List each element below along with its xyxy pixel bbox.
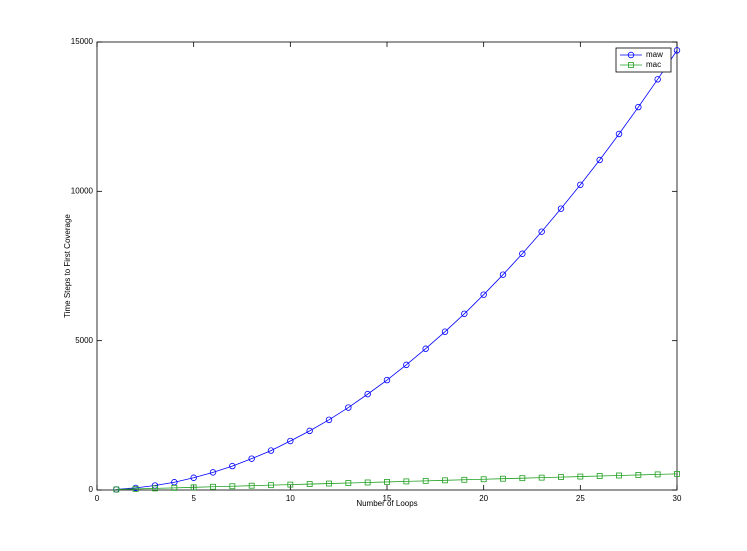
marker	[229, 462, 236, 470]
marker	[654, 471, 661, 478]
marker	[113, 486, 120, 493]
x-tick-label: 25	[576, 494, 585, 503]
marker	[306, 481, 313, 487]
marker	[500, 475, 506, 482]
marker	[325, 416, 333, 424]
marker	[171, 484, 178, 491]
marker	[209, 469, 217, 476]
marker	[461, 476, 468, 483]
marker	[596, 473, 603, 479]
marker	[306, 427, 313, 435]
marker	[287, 481, 294, 488]
x-tick-label: 15	[383, 494, 392, 503]
marker	[442, 477, 448, 484]
x-tick-label: 10	[286, 494, 295, 503]
marker	[384, 479, 390, 485]
marker	[210, 483, 216, 490]
marker	[538, 474, 545, 481]
marker	[403, 478, 410, 485]
marker	[577, 473, 584, 480]
x-tick-label: 5	[191, 494, 196, 503]
marker	[190, 474, 197, 481]
marker	[248, 455, 255, 462]
y-tick-label: 10000	[71, 186, 94, 195]
y-tick-label: 15000	[71, 37, 94, 46]
x-axis-label: Number of Loops	[356, 499, 417, 508]
marker	[345, 404, 352, 411]
marker	[480, 291, 487, 298]
marker	[577, 181, 584, 188]
x-tick-label: 0	[95, 494, 100, 503]
marker	[635, 103, 642, 111]
marker	[364, 390, 371, 398]
legend-marker	[627, 51, 635, 59]
marker	[152, 485, 158, 492]
marker	[422, 345, 429, 352]
marker	[596, 156, 603, 164]
marker	[538, 228, 545, 235]
axes-box	[96, 41, 678, 491]
y-tick-label: 5000	[75, 336, 93, 345]
marker	[674, 470, 680, 477]
marker	[229, 483, 236, 490]
marker	[248, 482, 255, 489]
marker	[519, 475, 526, 482]
marker	[132, 486, 139, 492]
marker	[422, 477, 429, 484]
marker	[190, 484, 197, 491]
marker	[635, 472, 642, 478]
marker	[403, 361, 410, 369]
marker	[267, 447, 275, 454]
series-line	[116, 50, 678, 490]
marker	[364, 479, 371, 486]
marker	[287, 437, 294, 445]
marker	[654, 76, 661, 83]
marker	[519, 250, 526, 257]
y-axis-label: Time Steps to First Coverage	[63, 214, 72, 318]
marker	[268, 482, 274, 489]
marker	[499, 271, 507, 278]
series-line	[116, 473, 678, 490]
marker	[616, 472, 622, 479]
marker	[326, 480, 332, 487]
legend-box	[615, 47, 672, 73]
legend-label: mac	[646, 60, 661, 69]
marker	[557, 205, 565, 212]
legend-label: maw	[646, 50, 663, 59]
marker	[383, 376, 391, 384]
marker	[345, 480, 352, 486]
marker	[558, 474, 564, 480]
x-tick-label: 20	[479, 494, 488, 503]
legend-marker	[628, 62, 634, 68]
marker	[441, 328, 449, 335]
marker	[480, 476, 487, 483]
marker	[461, 310, 468, 317]
x-tick-label: 30	[673, 494, 682, 503]
y-tick-label: 0	[89, 485, 94, 494]
marker	[673, 47, 681, 54]
marker	[615, 130, 623, 138]
